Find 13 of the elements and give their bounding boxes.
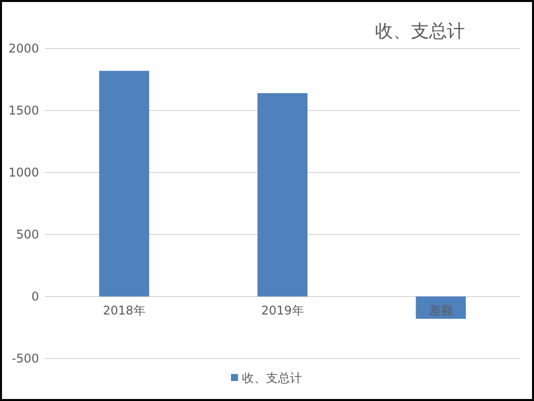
chart-title: 收、支总计 bbox=[375, 21, 465, 42]
y-tick-label: 2000 bbox=[8, 42, 39, 56]
y-tick-label: 0 bbox=[31, 290, 39, 304]
bar bbox=[99, 70, 150, 296]
legend-label: 收、支总计 bbox=[242, 371, 302, 385]
y-tick-label: 1000 bbox=[8, 166, 39, 180]
y-tick-label: 1500 bbox=[8, 104, 39, 118]
bar bbox=[258, 93, 308, 296]
y-tick-label: 500 bbox=[16, 228, 39, 242]
x-tick-label: 2019年 bbox=[261, 304, 304, 318]
y-tick-label: -500 bbox=[12, 352, 39, 366]
x-tick-label: 差额 bbox=[428, 304, 453, 318]
x-tick-label: 2018年 bbox=[102, 304, 146, 318]
